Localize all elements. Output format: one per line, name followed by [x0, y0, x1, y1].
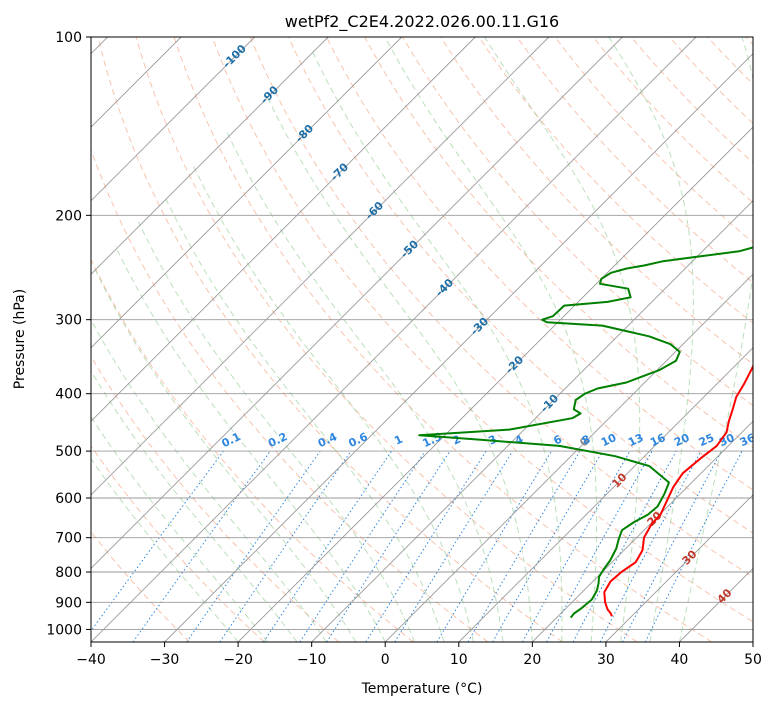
y-tick-label: 1000 [46, 622, 82, 638]
x-tick-label: 40 [671, 652, 689, 668]
moist-adiabat-line [311, 49, 563, 642]
isotherm-line [458, 347, 753, 642]
x-axis-label: Temperature (°C) [361, 681, 483, 697]
mixing-ratio-line [572, 450, 677, 642]
isotherm-line [91, 37, 623, 570]
moist-adiabat-line [265, 94, 533, 642]
y-tick-label: 700 [55, 531, 82, 547]
y-tick-label: 300 [55, 313, 82, 329]
x-tick-label: −40 [76, 652, 106, 668]
x-axis-ticks: −40 −30 −20 −10 0 10 20 30 40 50 [76, 642, 762, 668]
mixing-ratio-label: 13 [626, 431, 645, 449]
dry-adiabats [91, 37, 753, 642]
isotherm-line [164, 52, 753, 642]
mixing-ratio-line [263, 450, 392, 642]
y-tick-label: 500 [55, 444, 82, 460]
mixing-ratio-line [326, 450, 451, 642]
mixing-ratio-label: 36 [738, 431, 758, 449]
isotherm-line [605, 494, 753, 642]
plot-area: -100-90-80-70-60-50-40-30-20-10010203040… [91, 37, 758, 642]
isotherm-line [91, 37, 256, 202]
moist-adiabat-line [91, 457, 239, 642]
isotherm-line [91, 37, 403, 349]
isotherm-line [311, 200, 753, 642]
moist-adiabat-line [608, 37, 694, 642]
dry-adiabat-line [91, 355, 340, 642]
x-tick-label: 10 [450, 652, 468, 668]
dry-adiabat-line [287, 37, 753, 534]
isotherm-line [237, 126, 753, 642]
x-tick-label: −10 [297, 652, 327, 668]
moist-adiabat-line [93, 267, 357, 642]
moist-adiabat-line [91, 318, 327, 642]
y-tick-label: 400 [55, 387, 82, 403]
x-tick-label: 30 [597, 652, 615, 668]
mixing-ratio-line [644, 450, 743, 642]
dry-adiabat-line [211, 37, 753, 623]
mixing-ratio-line [394, 450, 514, 642]
y-tick-label: 800 [55, 565, 82, 581]
isotherm-line [91, 37, 550, 496]
mixing-ratio-line [186, 450, 321, 642]
isotherm-line [531, 420, 753, 642]
dry-adiabat-line [91, 258, 414, 642]
x-tick-label: 20 [523, 652, 541, 668]
moist-adiabats [91, 37, 753, 642]
isotherm-line [91, 37, 697, 642]
x-tick-label: −20 [223, 652, 253, 668]
moist-adiabat-line [137, 221, 416, 642]
y-tick-label: 200 [55, 208, 82, 224]
y-axis-label: Pressure (hPa) [12, 289, 28, 389]
isotherm-line [384, 273, 753, 642]
moist-adiabat-line [484, 37, 641, 642]
moist-adiabat-line [193, 165, 474, 642]
y-tick-label: 600 [55, 491, 82, 507]
y-axis-ticks: 1000 900 800 700 600 500 400 300 200 100 [46, 30, 91, 638]
moist-adiabat-line [114, 245, 386, 642]
moist-adiabat-line [384, 37, 598, 642]
isotherm-grid [91, 37, 753, 642]
mixing-ratio-lines [91, 450, 743, 642]
mixing-ratio-line [132, 450, 271, 642]
moist-adiabat-line [91, 415, 268, 642]
x-tick-label: −30 [150, 652, 180, 668]
sounding-profiles [418, 246, 753, 619]
isotherm-line [91, 37, 476, 422]
chart-title: wetPf2_C2E4.2022.026.00.11.G16 [285, 12, 559, 32]
mixing-ratio-label: 20 [672, 431, 692, 449]
plot-frame [90, 36, 754, 643]
dry-adiabat-line [326, 37, 753, 491]
mixing-ratio-label: 10 [599, 431, 619, 449]
mixing-ratio-line [219, 450, 352, 642]
dry-adiabat-line [97, 37, 563, 642]
dry-adiabat-line [249, 37, 753, 578]
y-tick-label: 100 [55, 30, 82, 46]
mixing-ratio-label: 30 [717, 431, 737, 449]
mixing-ratio-line [522, 450, 631, 642]
dry-adiabat-line [135, 37, 638, 642]
moist-adiabat-line [163, 195, 445, 642]
mixing-ratio-line [91, 450, 224, 632]
temperature-profile-line [603, 364, 753, 617]
x-tick-label: 0 [381, 652, 390, 668]
x-tick-label: 50 [744, 652, 762, 668]
dry-adiabat-line [173, 37, 713, 642]
mixing-ratio-line [299, 450, 426, 642]
dewpoint-profile-line [418, 246, 753, 619]
mixing-ratio-line [546, 450, 653, 642]
moist-adiabat-line [678, 37, 753, 642]
y-tick-label: 900 [55, 595, 82, 611]
mixing-ratio-label: 16 [648, 431, 668, 449]
mixing-ratio-label: 25 [697, 431, 716, 449]
isotherm-line [91, 37, 329, 275]
isobar-grid [91, 37, 753, 630]
dry-adiabat-line [91, 445, 265, 642]
